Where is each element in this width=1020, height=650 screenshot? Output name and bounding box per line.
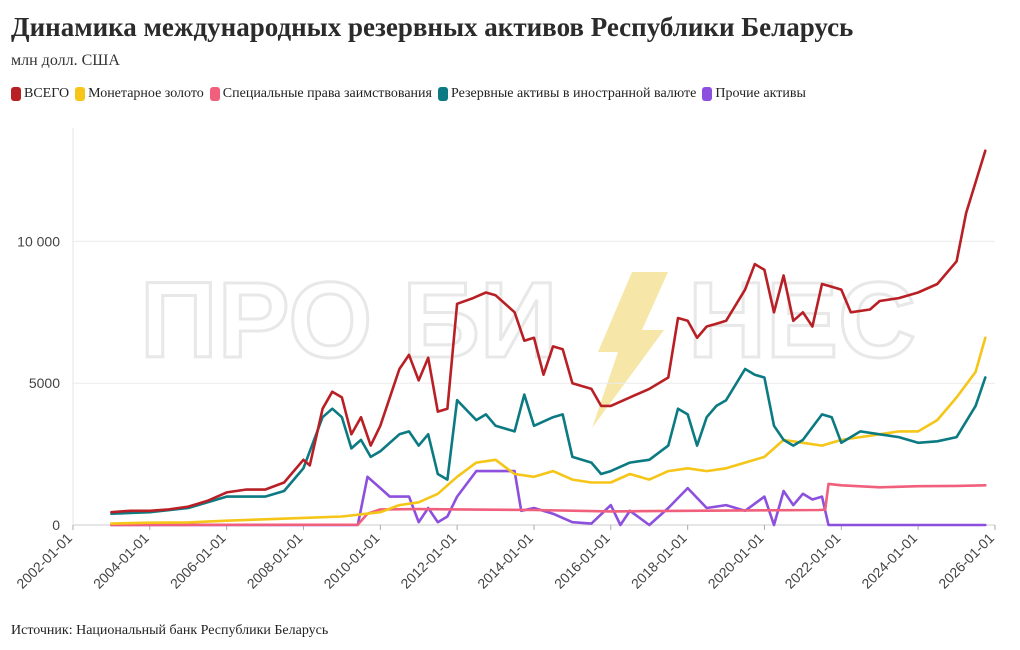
x-tick-label: 2020-01-01 [705, 530, 767, 592]
legend-swatch [209, 87, 220, 101]
legend-item: Специальные права заимствования [209, 86, 432, 102]
x-tick-label: 2018-01-01 [628, 530, 690, 592]
legend-label: Специальные права заимствования [222, 86, 432, 101]
watermark-bolt-icon [592, 272, 668, 428]
legend-swatch [75, 87, 86, 101]
chart-subtitle: млн долл. США [11, 52, 120, 69]
legend-item: Прочие активы [702, 86, 806, 102]
legend-label: Прочие активы [715, 86, 806, 101]
y-tick-label: 0 [52, 517, 60, 533]
legend-item: Резервные активы в иностранной валюте [437, 86, 697, 102]
series-line [110, 367, 987, 515]
series-line [110, 149, 987, 514]
y-tick-label: 10 000 [17, 233, 60, 249]
source-note: Источник: Национальный банк Республики Б… [11, 623, 329, 638]
x-tick-label: 2012-01-01 [397, 530, 459, 592]
legend-item: ВСЕГО [11, 86, 69, 102]
legend-label: Резервные активы в иностранной валюте [450, 86, 697, 101]
x-tick-label: 2016-01-01 [551, 530, 613, 592]
x-tick-label: 2006-01-01 [167, 530, 229, 592]
x-tick-label: 2014-01-01 [474, 530, 536, 592]
legend-label: ВСЕГО [24, 86, 70, 101]
legend-label: Монетарное золото [88, 86, 204, 101]
chart-legend: ВСЕГО Монетарное золото Специальные права … [11, 86, 812, 102]
watermark-text: ПРО БИ [140, 259, 558, 380]
x-tick-label: 2010-01-01 [320, 530, 382, 592]
x-tick-label: 2008-01-01 [244, 530, 306, 592]
x-tick-label: 2024-01-01 [858, 530, 920, 592]
y-tick-label: 5000 [29, 375, 60, 391]
series-line [110, 336, 987, 525]
legend-swatch [437, 87, 448, 101]
chart-title: Динамика международных резервных активов… [11, 12, 854, 42]
x-tick-label: 2022-01-01 [781, 530, 843, 592]
legend-swatch [702, 87, 713, 101]
watermark-text: НЕС [688, 259, 916, 380]
legend-swatch [11, 87, 21, 101]
x-tick-label: 2002-01-01 [13, 530, 75, 592]
x-tick-label: 2004-01-01 [90, 530, 152, 592]
series-line [110, 469, 987, 527]
x-tick-label: 2026-01-01 [935, 530, 997, 592]
legend-item: Монетарное золото [75, 86, 204, 102]
series-line [110, 482, 987, 527]
